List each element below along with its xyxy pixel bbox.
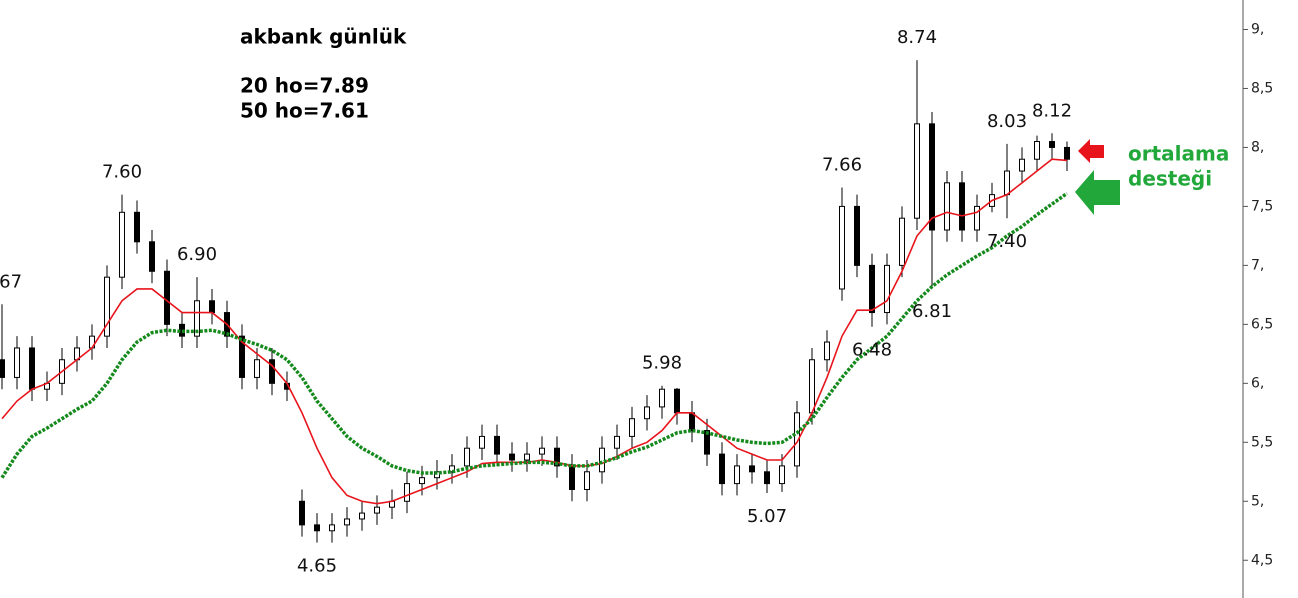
candle-body <box>839 205 845 290</box>
y-tick-label: 8, <box>1251 139 1264 155</box>
legend-line: 20 ho=7.89 <box>240 74 369 98</box>
high-label: 7.66 <box>822 155 862 176</box>
candle-body <box>539 447 545 455</box>
y-tick-label: 4,5 <box>1251 552 1273 568</box>
candle-body <box>104 276 110 337</box>
high-label: 7.60 <box>102 162 142 183</box>
candle-body <box>134 211 140 243</box>
high-label: 6.67 <box>0 271 22 292</box>
annotation: desteği <box>1128 167 1212 191</box>
candle-body <box>1049 141 1055 148</box>
candle-body <box>14 347 20 378</box>
candle-body <box>404 483 410 502</box>
candle-body <box>734 465 740 485</box>
candle-body <box>584 471 590 490</box>
candle-body <box>704 430 710 455</box>
candle-body <box>854 205 860 266</box>
legend-line: 50 ho=7.61 <box>240 99 369 123</box>
candle-body <box>314 524 320 532</box>
high-label: 8.74 <box>897 27 937 48</box>
annotation: ortalama <box>1128 142 1229 166</box>
candle-body <box>254 359 260 378</box>
candle-body <box>629 418 635 437</box>
y-tick-label: 7, <box>1251 257 1264 273</box>
candle-body <box>809 359 815 414</box>
y-tick-label: 5, <box>1251 493 1264 509</box>
candle-body <box>1064 146 1070 160</box>
candle-body <box>269 359 275 384</box>
candle-body <box>194 300 200 337</box>
candle-body <box>1004 170 1010 196</box>
candle-body <box>554 447 560 467</box>
candle-body <box>689 412 695 432</box>
y-tick-label: 5,5 <box>1251 434 1273 450</box>
candle-body <box>479 435 485 449</box>
candle-body <box>674 388 680 414</box>
candle-body <box>344 518 350 526</box>
candle-body <box>374 506 380 514</box>
y-tick-label: 7,5 <box>1251 198 1273 214</box>
candle-body <box>119 211 125 278</box>
candle-body <box>659 388 665 408</box>
candle-body <box>929 123 935 231</box>
high-label: 5.98 <box>642 353 682 374</box>
red-arrow <box>1078 139 1104 163</box>
green-arrow <box>1075 170 1120 215</box>
low-label: 7.40 <box>987 231 1027 252</box>
candle-body <box>794 412 800 467</box>
candle-body <box>959 182 965 231</box>
candle-body <box>944 182 950 231</box>
candle-body <box>719 453 725 485</box>
candle-body <box>614 435 620 449</box>
low-label: 6.81 <box>912 301 952 322</box>
candle-body <box>1019 158 1025 172</box>
candle-body <box>149 241 155 272</box>
y-tick-label: 9, <box>1251 21 1264 37</box>
candle-body <box>464 447 470 467</box>
candle-body <box>209 300 215 314</box>
low-label: 6.48 <box>852 340 892 361</box>
candle-body <box>974 205 980 231</box>
low-label: 5.07 <box>747 506 787 527</box>
candle-body <box>884 264 890 314</box>
candle-body <box>329 524 335 532</box>
moving-average-line <box>0 192 1069 479</box>
high-label: 8.03 <box>987 111 1027 132</box>
candle-body <box>164 270 170 325</box>
candle-body <box>449 465 455 473</box>
y-tick-label: 6, <box>1251 375 1264 391</box>
candle-body <box>869 264 875 314</box>
candle-body <box>914 123 920 219</box>
candle-body <box>899 217 905 266</box>
candle-body <box>764 471 770 485</box>
y-tick-label: 6,5 <box>1251 316 1273 332</box>
low-label: 4.65 <box>297 556 337 577</box>
candle-body <box>299 500 305 526</box>
candle-body <box>239 335 245 378</box>
candle-body <box>29 347 35 390</box>
y-tick-label: 8,5 <box>1251 80 1273 96</box>
candle-body <box>749 465 755 473</box>
high-label: 6.90 <box>177 244 217 265</box>
candle-body <box>644 406 650 420</box>
candle-body <box>524 453 530 461</box>
candle-body <box>779 465 785 485</box>
candle-body <box>1034 141 1040 160</box>
candle-body <box>494 435 500 455</box>
candle-body <box>509 453 515 461</box>
candle-body <box>419 477 425 485</box>
candle-body <box>569 465 575 490</box>
high-label: 8.12 <box>1032 100 1072 121</box>
candle-body <box>0 359 5 378</box>
chart-title: akbank günlük <box>240 25 407 49</box>
candle-body <box>359 512 365 520</box>
candle-body <box>824 341 830 361</box>
